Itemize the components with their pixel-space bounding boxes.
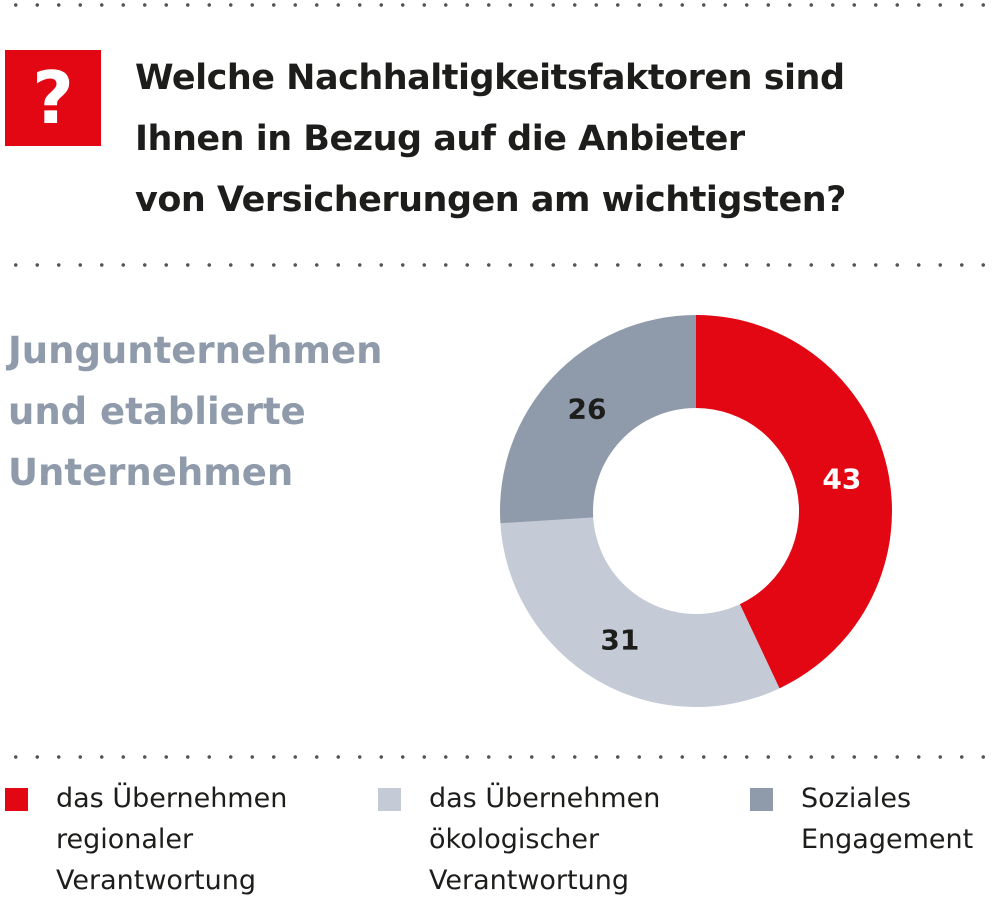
legend-label: Soziales Engagement	[801, 778, 973, 860]
legend-line: Verantwortung	[429, 865, 629, 896]
legend-line: das Übernehmen	[429, 783, 661, 814]
chart-title: Welche Nachhaltigkeitsfaktoren sind Ihne…	[135, 48, 846, 231]
legend-swatch	[5, 788, 28, 811]
data-label: 26	[568, 393, 607, 426]
legend-label: das Übernehmen ökologischer Verantwortun…	[429, 778, 660, 901]
question-icon: ?	[5, 50, 101, 146]
legend-item-regional: das Übernehmen regionaler Verantwortung	[5, 783, 287, 901]
chart-subtitle: Jungunternehmen und etablierte Unternehm…	[8, 320, 382, 503]
legend-label: das Übernehmen regionaler Verantwortung	[56, 778, 287, 901]
legend-item-oekologisch: das Übernehmen ökologischer Verantwortun…	[378, 783, 660, 901]
legend-item-sozial: Soziales Engagement	[750, 783, 973, 860]
subtitle-line: Unternehmen	[8, 451, 294, 494]
title-line: Welche Nachhaltigkeitsfaktoren sind	[135, 58, 845, 98]
donut-slice	[696, 315, 893, 689]
title-line: von Versicherungen am wichtigsten?	[135, 180, 846, 220]
divider-middle	[5, 263, 995, 267]
data-label: 43	[822, 462, 861, 495]
legend-line: Soziales	[801, 783, 912, 814]
subtitle-line: Jungunternehmen	[8, 329, 383, 372]
title-line: Ihnen in Bezug auf die Anbieter	[135, 119, 745, 159]
donut-slice	[499, 315, 696, 524]
legend-line: Verantwortung	[56, 865, 256, 896]
legend-swatch	[378, 788, 401, 811]
divider-top	[5, 3, 995, 7]
legend-line: das Übernehmen	[56, 783, 288, 814]
legend-swatch	[750, 788, 773, 811]
legend-line: Engagement	[801, 824, 974, 855]
legend-line: ökologischer	[429, 824, 600, 855]
data-label: 31	[600, 624, 639, 657]
divider-bottom	[5, 755, 995, 759]
donut-slice	[500, 517, 780, 707]
subtitle-line: und etablierte	[8, 390, 306, 433]
legend-line: regionaler	[56, 824, 194, 855]
